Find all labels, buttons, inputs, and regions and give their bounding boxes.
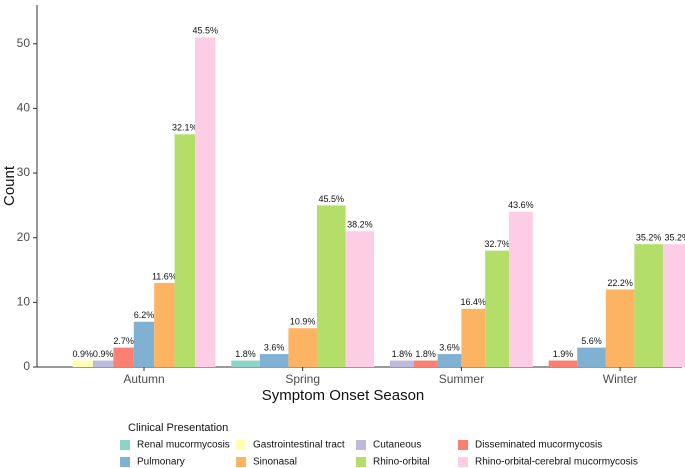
data-label: 0.9%	[93, 349, 114, 359]
bar	[605, 289, 635, 367]
bar	[316, 205, 346, 367]
data-label: 43.6%	[508, 200, 534, 210]
bar	[461, 308, 486, 367]
data-label: 35.2%	[664, 233, 685, 243]
bar	[92, 360, 114, 367]
legend-label: Gastrointestinal tract	[253, 440, 345, 451]
legend-key	[120, 457, 130, 467]
bar	[662, 244, 685, 367]
legend-label: Cutaneous	[373, 440, 421, 451]
bar	[345, 231, 375, 367]
legend-label: Sinonasal	[253, 457, 297, 468]
data-label: 11.6%	[152, 271, 177, 281]
data-label: 32.7%	[484, 239, 510, 249]
legend-label: Pulmonary	[137, 457, 185, 468]
x-tick-label: Spring	[285, 372, 320, 386]
data-label: 16.4%	[461, 297, 487, 307]
legend-key	[356, 440, 366, 450]
data-label: 1.8%	[415, 349, 436, 359]
y-tick-label: 40	[17, 101, 31, 115]
data-label: 6.2%	[134, 310, 155, 320]
data-label: 2.7%	[113, 336, 134, 346]
data-label: 1.9%	[553, 349, 574, 359]
bar	[72, 360, 93, 367]
bar	[133, 321, 155, 367]
bar	[389, 360, 414, 367]
data-label: 45.5%	[319, 194, 345, 204]
bar	[413, 360, 438, 367]
legend-label: Rhino-orbital-cerebral mucormycosis	[475, 457, 638, 468]
legend-key	[356, 457, 366, 467]
legend-title: Clinical Presentation	[128, 422, 228, 434]
x-tick-label: Autumn	[123, 372, 164, 386]
bar	[485, 250, 510, 367]
data-label: 22.2%	[607, 278, 633, 288]
legend-key	[458, 440, 468, 450]
bar	[548, 360, 578, 367]
bar	[259, 354, 289, 367]
data-label: 3.6%	[439, 342, 460, 352]
x-axis-title: Symptom Onset Season	[262, 387, 425, 404]
legend-key	[458, 457, 468, 467]
bar	[231, 360, 260, 367]
y-tick-label: 0	[23, 359, 30, 373]
bar	[174, 134, 196, 367]
data-label: 35.2%	[636, 233, 662, 243]
x-tick-label: Summer	[439, 372, 484, 386]
x-tick-label: Winter	[603, 372, 638, 386]
y-axis-title: Count	[1, 165, 18, 206]
bar	[154, 282, 175, 367]
legend-key	[236, 457, 246, 467]
y-tick-label: 10	[17, 295, 31, 309]
bar	[288, 328, 317, 367]
data-label: 32.1%	[172, 123, 198, 133]
data-label: 10.9%	[290, 317, 316, 327]
bar	[634, 244, 663, 367]
bar	[113, 347, 134, 367]
legend-key	[236, 440, 246, 450]
data-label: 0.9%	[73, 349, 94, 359]
legend-label: Rhino-orbital	[373, 457, 430, 468]
bar	[577, 347, 606, 367]
legend-label: Renal mucormycosis	[137, 440, 230, 451]
y-tick-label: 50	[17, 36, 31, 50]
bar	[509, 211, 533, 367]
legend-key	[120, 440, 130, 450]
data-label: 45.5%	[192, 26, 218, 36]
legend-label: Disseminated mucormycosis	[475, 440, 602, 451]
data-label: 1.8%	[392, 349, 413, 359]
bar	[437, 354, 462, 367]
y-tick-label: 30	[17, 165, 31, 179]
data-label: 1.8%	[235, 349, 256, 359]
data-label: 5.6%	[581, 336, 602, 346]
data-label: 38.2%	[347, 220, 373, 230]
bar	[195, 37, 216, 367]
y-tick-label: 20	[17, 230, 31, 244]
data-label: 3.6%	[264, 342, 285, 352]
